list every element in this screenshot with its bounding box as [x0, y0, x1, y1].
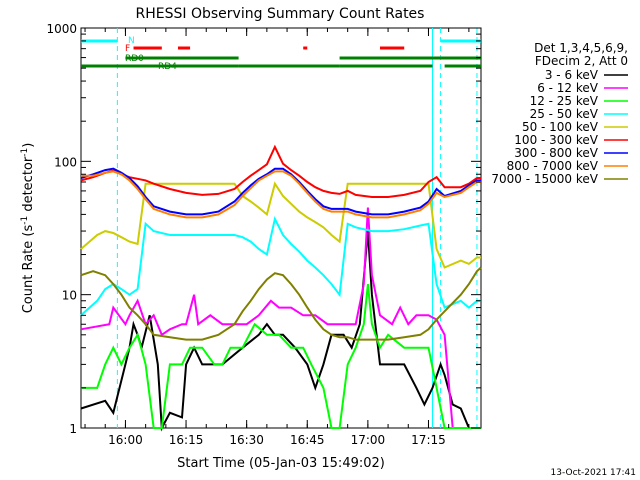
y-axis-label-sup1: -1	[20, 216, 30, 225]
x-tick-label-1: 16:15	[169, 433, 204, 447]
chart-title: RHESSI Observing Summary Count Rates	[136, 6, 425, 22]
y-axis-label-main: Count Rate (s	[21, 225, 36, 314]
y-axis-label-mid: detector	[21, 156, 36, 216]
y-axis-label-end: )	[21, 143, 36, 148]
flag-label-n: N	[128, 36, 135, 46]
x-tick-label-5: 17:15	[411, 433, 446, 447]
footer-date: 13-Oct-2021 17:41	[551, 468, 636, 478]
series-line-6	[80, 167, 481, 216]
legend-label-0: 3 - 6 keV	[545, 68, 599, 82]
series-line-0	[80, 231, 481, 432]
legend-label-7: 800 - 7000 keV	[507, 159, 599, 173]
vertical-marker-lines	[116, 28, 478, 428]
legend-label-6: 300 - 800 keV	[514, 146, 598, 160]
flag-label-rd0: RD0	[125, 54, 144, 64]
series-layer	[80, 144, 482, 432]
legend-label-1: 6 - 12 keV	[537, 81, 599, 95]
y-tick-label-2: 100	[54, 155, 77, 169]
series-line-1	[80, 207, 481, 429]
x-tick-label-3: 16:45	[290, 433, 325, 447]
x-tick-label-4: 17:00	[351, 433, 386, 447]
series-line-4	[80, 181, 481, 269]
legend-label-3: 25 - 50 keV	[530, 107, 599, 121]
flag-label-rd4: RD4	[158, 62, 177, 72]
legend-label-5: 100 - 300 keV	[514, 133, 598, 147]
legend-label-8: 7000 - 15000 keV	[491, 172, 598, 186]
y-tick-label-1: 10	[62, 289, 77, 303]
legend-label-2: 12 - 25 keV	[530, 94, 599, 108]
flag-label-f: F	[125, 44, 130, 54]
y-tick-label-3: 1000	[46, 22, 77, 36]
y-axis-label-sup2: -1	[20, 148, 30, 157]
y-axis-ticks: 1 10 100 1000	[46, 22, 481, 436]
y-axis-label: Count Rate (s-1 detector-1)	[20, 143, 36, 314]
legend-label-4: 50 - 100 keV	[522, 120, 599, 134]
legend-header-1: Det 1,3,4,5,6,9,	[534, 41, 628, 55]
x-axis-ticks: 16:00 16:15 16:30 16:45 17:00 17:15	[84, 28, 470, 447]
x-axis-label: Start Time (05-Jan-03 15:49:02)	[177, 456, 385, 471]
x-tick-label-0: 16:00	[108, 433, 143, 447]
plot-frame	[80, 27, 482, 429]
series-line-8	[80, 266, 482, 341]
series-line-3	[80, 215, 481, 317]
x-tick-label-2: 16:30	[229, 433, 264, 447]
series-line-7	[81, 170, 481, 219]
series-line-5	[80, 144, 481, 198]
legend: Det 1,3,4,5,6,9, FDecim 2, Att 0 3 - 6 k…	[491, 41, 628, 186]
series-line-2	[81, 283, 481, 429]
y-tick-label-0: 1	[69, 422, 77, 436]
legend-header-2: FDecim 2, Att 0	[535, 54, 628, 68]
